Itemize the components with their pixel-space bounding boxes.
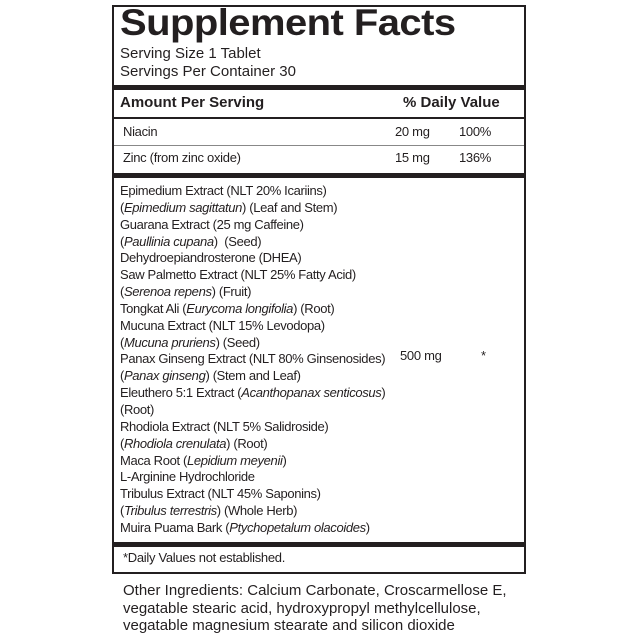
ingredient-line: (Serenoa repens) (Fruit) xyxy=(120,284,385,301)
ingredient-text: ) xyxy=(282,452,287,468)
nutrient-dv: 136% xyxy=(459,150,492,165)
ingredient-text: ) (Whole Herb) xyxy=(216,503,298,519)
footnote: *Daily Values not established. xyxy=(123,550,286,565)
botanical-name: Paullinia cupana xyxy=(123,233,214,249)
panel-title: Supplement Facts xyxy=(120,2,456,43)
ingredient-text: Maca Root ( xyxy=(120,452,187,468)
ingredient-line: (Paullinia cupana) (Seed) xyxy=(120,234,385,251)
ingredient-text: L-Arginine Hydrochloride xyxy=(120,469,255,485)
ingredient-line: Guarana Extract (25 mg Caffeine) xyxy=(120,217,385,234)
ingredient-line: Muira Puama Bark (Ptychopetalum olacoide… xyxy=(120,520,385,537)
ingredient-text: Mucuna Extract (NLT 15% Levodopa) xyxy=(120,317,325,333)
botanical-name: Rhodiola crenulata xyxy=(123,435,227,451)
botanical-name: Lepidium meyenii xyxy=(186,452,283,468)
row-divider xyxy=(114,145,524,146)
botanical-name: Tribulus terrestris xyxy=(123,503,217,519)
thick-divider xyxy=(114,85,524,90)
ingredient-line: (Root) xyxy=(120,402,385,419)
thick-divider xyxy=(114,173,524,178)
other-ingredients-line: vegatable magnesium stearate and silicon… xyxy=(123,617,455,634)
thick-divider xyxy=(114,542,524,547)
ingredient-line: Dehydroepiandrosterone (DHEA) xyxy=(120,250,385,267)
ingredient-line: Rhodiola Extract (NLT 5% Salidroside) xyxy=(120,419,385,436)
ingredient-line: Tongkat Ali (Eurycoma longifolia) (Root) xyxy=(120,301,385,318)
ingredient-line: (Rhodiola crenulata) (Root) xyxy=(120,436,385,453)
botanical-name: Eurycoma longifolia xyxy=(186,300,294,316)
ingredient-text: ) (Root) xyxy=(226,435,268,451)
other-ingredients: Other Ingredients: Calcium Carbonate, Cr… xyxy=(123,582,507,635)
nutrient-name: Zinc (from zinc oxide) xyxy=(123,150,241,165)
ingredient-text: ) (Seed) xyxy=(215,334,261,350)
ingredient-text: ) (Leaf and Stem) xyxy=(242,199,338,215)
ingredient-text: ( xyxy=(120,334,124,350)
ingredient-text: ) (Seed) xyxy=(213,233,262,249)
ingredient-line: Tribulus Extract (NLT 45% Saponins) xyxy=(120,486,385,503)
nutrient-dv: 100% xyxy=(459,124,492,139)
ingredient-text: Tribulus Extract (NLT 45% Saponins) xyxy=(120,486,321,502)
ingredient-line: Eleuthero 5:1 Extract (Acanthopanax sent… xyxy=(120,385,386,402)
ingredient-text: ) xyxy=(381,385,386,401)
ingredient-text: ( xyxy=(120,199,124,215)
ingredient-line: Epimedium Extract (NLT 20% Icariins) xyxy=(120,183,385,200)
ingredient-text: Dehydroepiandrosterone (DHEA) xyxy=(120,250,302,266)
servings-per-container: Servings Per Container 30 xyxy=(120,63,296,80)
divider xyxy=(114,117,524,119)
other-ingredients-line: Other Ingredients: Calcium Carbonate, Cr… xyxy=(123,582,507,599)
ingredient-text: Saw Palmetto Extract (NLT 25% Fatty Acid… xyxy=(120,267,356,283)
ingredient-line: (Epimedium sagittatun) (Leaf and Stem) xyxy=(120,200,385,217)
proprietary-blend-list: Epimedium Extract (NLT 20% Icariins) (Epi… xyxy=(120,183,386,537)
ingredient-line: L-Arginine Hydrochloride xyxy=(120,469,385,486)
ingredient-text: Tongkat Ali ( xyxy=(120,300,187,316)
ingredient-line: (Mucuna pruriens) (Seed) xyxy=(120,335,385,352)
ingredient-text: ( xyxy=(120,233,124,249)
ingredient-line: Saw Palmetto Extract (NLT 25% Fatty Acid… xyxy=(120,267,385,284)
ingredient-text: Epimedium Extract (NLT 20% Icariins) xyxy=(120,183,327,198)
ingredient-text: ) (Fruit) xyxy=(211,284,252,300)
botanical-name: Ptychopetalum olacoides xyxy=(229,519,366,535)
botanical-name: Mucuna pruriens xyxy=(123,334,216,350)
ingredient-text: ( xyxy=(120,368,124,384)
ingredient-line: Maca Root (Lepidium meyenii) xyxy=(120,453,385,470)
ingredient-text: ) (Stem and Leaf) xyxy=(205,368,301,384)
ingredient-text: ( xyxy=(120,503,124,519)
botanical-name: Panax ginseng xyxy=(123,368,206,384)
ingredient-line: (Panax ginseng) (Stem and Leaf) xyxy=(120,368,385,385)
botanical-name: Serenoa repens xyxy=(123,284,212,300)
ingredient-text: ( xyxy=(120,435,124,451)
supplement-facts-panel xyxy=(112,5,526,574)
blend-amount: 500 mg xyxy=(400,348,442,363)
botanical-name: Epimedium sagittatun xyxy=(123,199,242,215)
ingredient-text: (Root) xyxy=(120,401,155,417)
amount-per-serving-header: Amount Per Serving xyxy=(120,94,265,111)
ingredient-line: Panax Ginseng Extract (NLT 80% Ginsenosi… xyxy=(120,351,386,368)
other-ingredients-line: vegatable stearic acid, hydroxypropyl me… xyxy=(123,599,481,617)
ingredient-text: Panax Ginseng Extract (NLT 80% Ginsenosi… xyxy=(120,351,386,367)
ingredient-text: Rhodiola Extract (NLT 5% Salidroside) xyxy=(120,418,329,434)
ingredient-line: (Tribulus terrestris) (Whole Herb) xyxy=(120,503,385,520)
ingredient-text: ) (Root) xyxy=(293,300,335,316)
nutrient-amount: 20 mg xyxy=(395,124,430,139)
ingredient-text: Guarana Extract (25 mg Caffeine) xyxy=(120,216,304,232)
blend-dv: * xyxy=(481,348,486,363)
serving-size: Serving Size 1 Tablet xyxy=(120,45,261,62)
ingredient-text: Eleuthero 5:1 Extract ( xyxy=(120,385,242,401)
ingredient-line: Mucuna Extract (NLT 15% Levodopa) xyxy=(120,318,385,335)
daily-value-header: % Daily Value xyxy=(403,94,500,111)
nutrient-name: Niacin xyxy=(123,124,158,139)
botanical-name: Acanthopanax senticosus xyxy=(241,385,382,401)
ingredient-text: ( xyxy=(120,284,124,300)
ingredient-text: Muira Puama Bark ( xyxy=(120,519,230,535)
ingredient-text: ) xyxy=(365,519,370,535)
nutrient-amount: 15 mg xyxy=(395,150,430,165)
